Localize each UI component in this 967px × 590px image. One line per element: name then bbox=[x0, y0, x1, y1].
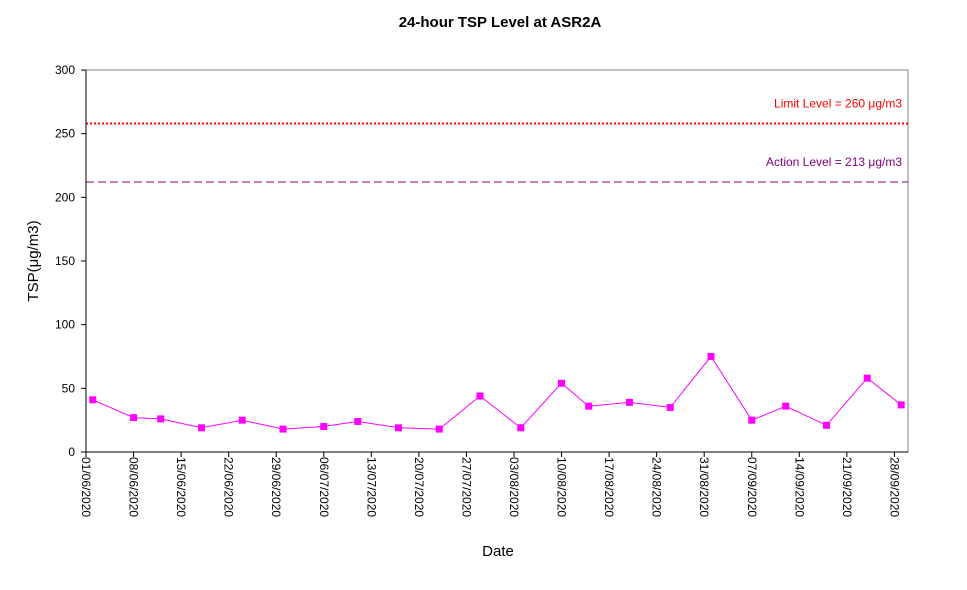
data-point bbox=[625, 398, 633, 406]
x-tick-label: 31/08/2020 bbox=[697, 457, 711, 517]
x-axis: 01/06/2020 08/06/2020 15/06/2020 22/06/2020… bbox=[79, 451, 908, 517]
data-point bbox=[354, 417, 362, 425]
data-point bbox=[476, 392, 484, 400]
y-axis-label: TSP(μg/m3) bbox=[25, 220, 42, 301]
data-point bbox=[585, 402, 593, 410]
x-tick-label: 08/06/2020 bbox=[127, 457, 141, 517]
x-tick-label: 03/08/2020 bbox=[507, 457, 521, 517]
data-point bbox=[897, 401, 905, 409]
y-tick-label: 0 bbox=[68, 445, 75, 459]
x-tick-label: 14/09/2020 bbox=[792, 457, 806, 517]
y-tick-label: 250 bbox=[55, 127, 75, 141]
y-axis: 0 50 100 150 200 250 300 bbox=[55, 63, 87, 459]
data-point bbox=[822, 421, 830, 429]
data-point bbox=[707, 353, 715, 360]
series-tsp bbox=[89, 353, 905, 433]
data-point bbox=[558, 379, 566, 387]
data-point bbox=[157, 415, 165, 423]
data-point bbox=[197, 424, 205, 432]
x-tick-label: 28/09/2020 bbox=[887, 457, 901, 517]
chart-title: 24-hour TSP Level at ASR2A bbox=[399, 14, 602, 31]
x-tick-label: 20/07/2020 bbox=[412, 457, 426, 517]
reference-label-0: Limit Level = 260 μg/m3 bbox=[774, 96, 902, 110]
x-tick-label: 17/08/2020 bbox=[602, 457, 616, 517]
x-tick-label: 07/09/2020 bbox=[745, 457, 759, 517]
data-point bbox=[394, 424, 402, 432]
x-tick-label: 10/08/2020 bbox=[555, 457, 569, 517]
y-tick-label: 100 bbox=[55, 318, 75, 332]
x-tick-label: 15/06/2020 bbox=[174, 457, 188, 517]
data-point bbox=[666, 403, 674, 411]
data-point bbox=[320, 423, 328, 431]
plot-area bbox=[85, 69, 909, 453]
y-tick-label: 50 bbox=[62, 381, 76, 395]
x-axis-label: Date bbox=[482, 543, 514, 560]
data-point bbox=[748, 416, 756, 424]
x-tick-label: 13/07/2020 bbox=[364, 457, 378, 517]
y-tick-label: 200 bbox=[55, 190, 75, 204]
x-tick-label: 22/06/2020 bbox=[222, 457, 236, 517]
x-tick-label: 21/09/2020 bbox=[840, 457, 854, 517]
data-point bbox=[863, 374, 871, 382]
data-point bbox=[89, 396, 97, 404]
y-tick-label: 300 bbox=[55, 63, 75, 77]
x-tick-label: 24/08/2020 bbox=[650, 457, 664, 517]
series-line bbox=[92, 355, 902, 430]
y-tick-label: 150 bbox=[55, 254, 75, 268]
data-point bbox=[435, 425, 443, 433]
x-tick-label: 01/06/2020 bbox=[79, 457, 93, 517]
data-point bbox=[782, 402, 790, 410]
data-point bbox=[279, 425, 287, 433]
x-tick-label: 06/07/2020 bbox=[317, 457, 331, 517]
data-point bbox=[130, 414, 138, 422]
data-point bbox=[238, 416, 246, 424]
data-point bbox=[517, 424, 525, 432]
x-tick-label: 29/06/2020 bbox=[269, 457, 283, 517]
reference-label-1: Action Level = 213 μg/m3 bbox=[766, 155, 902, 169]
reference-lines: Limit Level = 260 μg/m3 Action Level = 21… bbox=[86, 96, 908, 183]
x-tick-label: 27/07/2020 bbox=[459, 457, 473, 517]
